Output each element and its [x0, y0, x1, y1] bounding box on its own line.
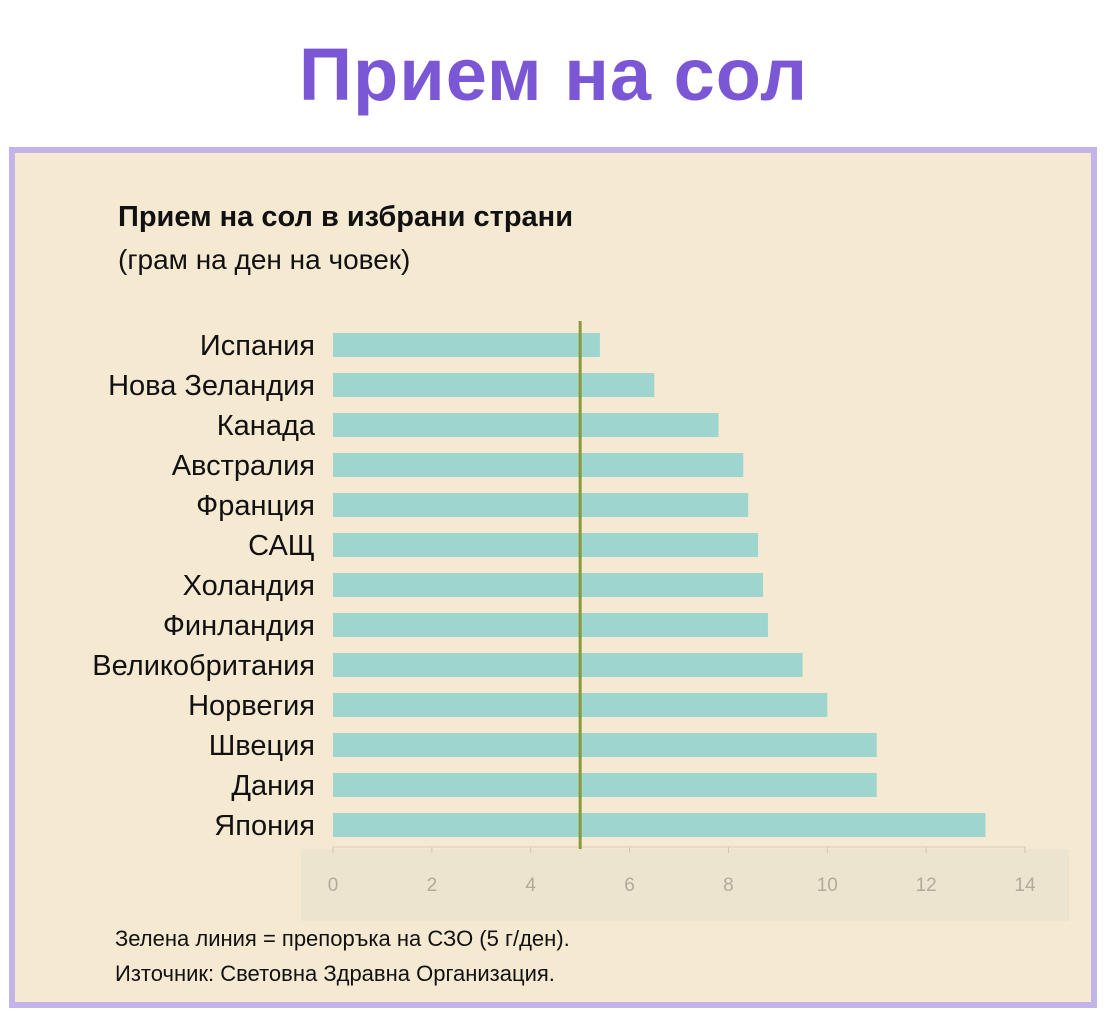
category-label: САЩ: [248, 530, 315, 562]
category-label: Швеция: [209, 730, 315, 762]
category-label: Австралия: [172, 450, 315, 482]
category-label: Франция: [196, 490, 315, 522]
x-tick-label: 6: [624, 875, 635, 896]
chart-panel: Прием на сол в избрани страни (грам на д…: [9, 147, 1097, 1008]
bar: [333, 413, 719, 437]
category-label: Великобритания: [92, 650, 315, 682]
category-label: Холандия: [183, 570, 315, 602]
bar: [333, 813, 986, 837]
chart-subtitle: (грам на ден на човек): [118, 244, 411, 275]
footnote-who-line: Зелена линия = препоръка на СЗО (5 г/ден…: [115, 926, 570, 951]
bar: [333, 453, 744, 477]
category-label: Канада: [217, 410, 316, 442]
bar: [333, 613, 768, 637]
category-label: Норвегия: [188, 690, 315, 722]
category-label: Нова Зеландия: [108, 370, 315, 402]
bar: [333, 373, 655, 397]
bar: [333, 533, 759, 557]
x-tick-label: 4: [525, 875, 536, 896]
bar: [333, 573, 764, 597]
category-label: Испания: [200, 330, 315, 362]
chart-title: Прием на сол в избрани страни: [118, 201, 574, 233]
x-tick-label: 10: [817, 875, 838, 896]
x-tick-label: 12: [916, 875, 937, 896]
category-label: Финландия: [163, 610, 315, 642]
bar: [333, 773, 877, 797]
x-tick-label: 0: [328, 875, 339, 896]
x-tick-label: 2: [427, 875, 438, 896]
bar: [333, 333, 600, 357]
page-title: Прием на сол: [298, 33, 809, 116]
category-label: Дания: [231, 770, 315, 802]
footnote-source: Източник: Световна Здравна Организация.: [115, 961, 555, 986]
bar: [333, 653, 803, 677]
bar-chart: Испания Нова Зеландия Канада Австралия Франц…: [92, 321, 1069, 921]
category-label: Япония: [214, 810, 315, 842]
bar: [333, 493, 749, 517]
x-tick-label: 14: [1014, 875, 1036, 896]
x-tick-label: 8: [723, 875, 734, 896]
bar: [333, 733, 877, 757]
tick-area: [301, 849, 1069, 921]
